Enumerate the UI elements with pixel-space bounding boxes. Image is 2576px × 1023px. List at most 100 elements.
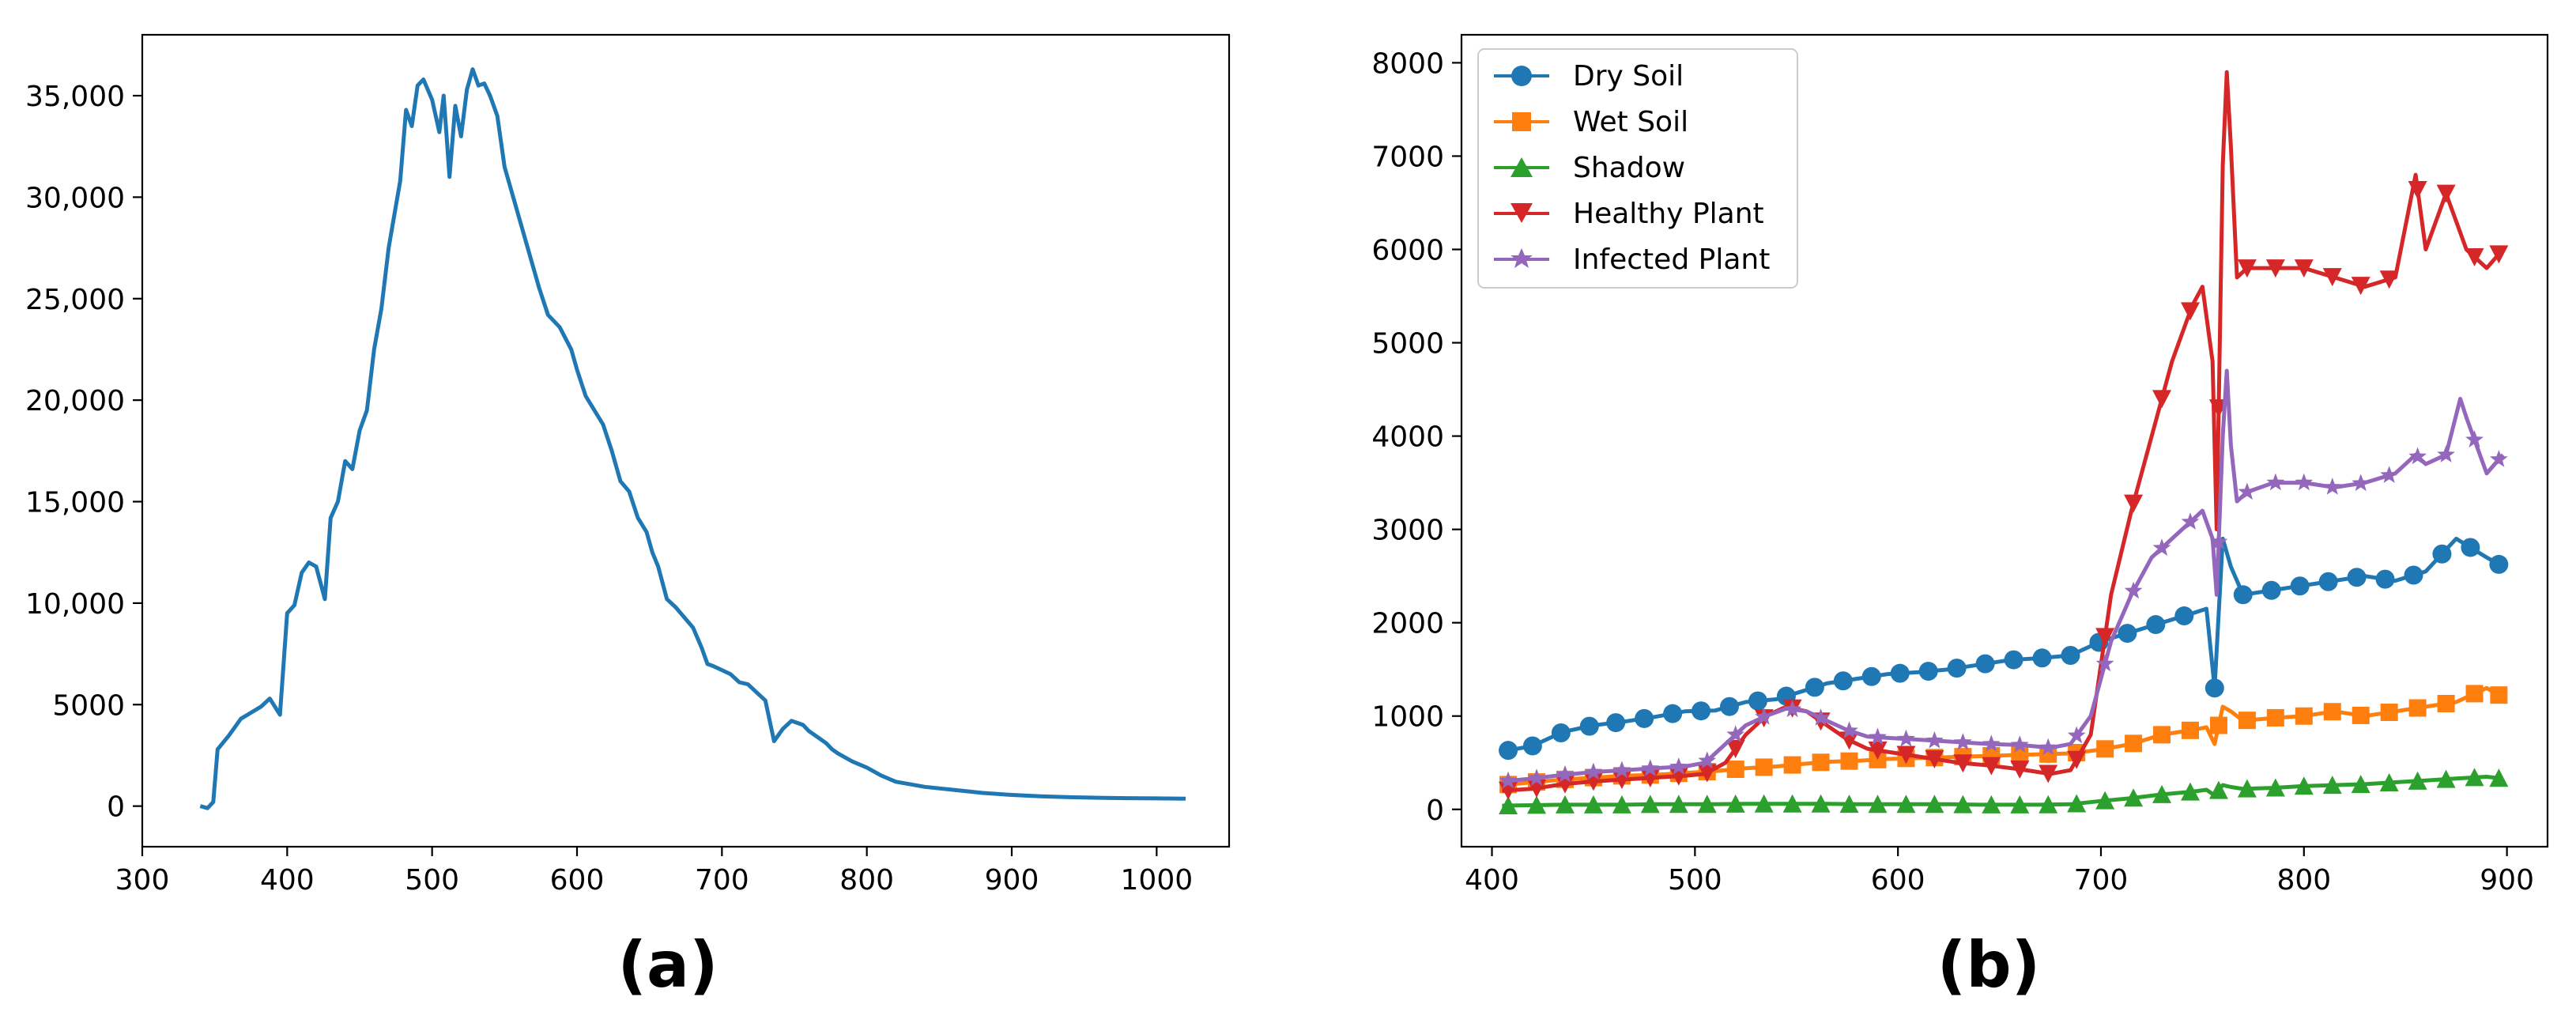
chart-b-point-healthy-plant — [1953, 754, 1973, 773]
chart-b-point-wet-soil — [2465, 685, 2484, 703]
chart-b-point-infected-plant — [1925, 730, 1944, 749]
chart-b-point-dry-soil — [1890, 663, 1910, 683]
chart-b-point-infected-plant — [1982, 734, 2001, 752]
chart-b-point-dry-soil — [1606, 713, 1626, 733]
legend-marker-infected-plant — [1511, 248, 1533, 268]
chart-b-point-healthy-plant — [1925, 750, 1944, 769]
chart-b-point-infected-plant — [1897, 729, 1915, 747]
chart-b-ytick-label: 5000 — [1371, 328, 1444, 361]
chart-b-point-dry-soil — [1522, 736, 1542, 756]
chart-b-point-dry-soil — [2375, 569, 2395, 589]
chart-b-point-shadow — [1669, 795, 1688, 813]
chart-b-point-dry-soil — [1692, 701, 1711, 721]
chart-a-xtick-label: 300 — [115, 864, 170, 897]
chart-b-point-dry-soil — [2404, 565, 2423, 585]
chart-b-point-dry-soil — [1499, 741, 1518, 761]
chart-b-point-shadow — [1726, 794, 1745, 813]
chart-b-point-infected-plant — [2095, 654, 2114, 672]
chart-b-point-shadow — [1527, 795, 1547, 814]
chart-b-point-dry-soil — [2318, 572, 2338, 591]
chart-a-ytick-label: 30,000 — [25, 182, 125, 214]
chart-b-point-infected-plant — [1612, 761, 1631, 779]
legend-marker-dry-soil — [1511, 66, 1532, 86]
chart-b-point-shadow — [1839, 795, 1859, 813]
chart-b-point-healthy-plant — [2039, 764, 2058, 783]
chart-b-point-dry-soil — [2290, 576, 2310, 596]
chart-b-point-wet-soil — [2408, 699, 2427, 717]
chart-b-point-infected-plant — [1584, 762, 1603, 780]
legend-item-dry-soil: Dry Soil — [1494, 60, 1684, 92]
chart-b-point-shadow — [2322, 776, 2342, 795]
chart-b-point-dry-soil — [1861, 666, 1881, 686]
chart-b-point-dry-soil — [1833, 671, 1853, 691]
chart-b-point-healthy-plant — [1896, 746, 1916, 764]
chart-b-point-shadow — [1583, 795, 1603, 813]
legend-item-wet-soil: Wet Soil — [1494, 106, 1688, 138]
chart-b-point-wet-soil — [2437, 694, 2455, 712]
chart-b-point-healthy-plant — [1697, 764, 1717, 783]
legend-label-wet-soil: Wet Soil — [1573, 106, 1688, 138]
chart-b-point-healthy-plant — [2465, 247, 2484, 266]
chart-b-point-shadow — [2294, 776, 2314, 795]
chart-b-point-wet-soil — [2266, 708, 2284, 727]
chart-b-point-dry-soil — [2174, 606, 2194, 626]
chart-b-ytick-label: 7000 — [1371, 141, 1444, 173]
chart-a-xtick-label: 600 — [550, 864, 605, 897]
chart-b-point-infected-plant — [2266, 473, 2285, 491]
chart-b-ytick-label: 6000 — [1371, 235, 1444, 267]
chart-b-point-dry-soil — [1975, 654, 1995, 674]
chart-b-frame — [1460, 33, 2549, 848]
chart-a: 300 400 500 600 700 800 900 1000 0 5000 10,000 15,0… — [25, 33, 1231, 1002]
chart-b-point-shadow — [2180, 782, 2200, 801]
chart-b-point-wet-soil — [1783, 756, 1801, 774]
chart-b-point-healthy-plant — [2294, 259, 2314, 278]
chart-a-ytick-label: 20,000 — [25, 385, 125, 417]
chart-b-point-dry-soil — [1551, 723, 1571, 742]
chart-b-point-shadow — [1754, 794, 1774, 813]
chart-b-point-shadow — [1925, 795, 1944, 813]
legend-marker-healthy-plant — [1511, 203, 1533, 223]
chart-b-point-shadow — [1640, 795, 1660, 813]
chart-a-axes: 300 400 500 600 700 800 900 1000 0 5000 10,000 15,0… — [25, 81, 1193, 897]
chart-a-ytick-label: 35,000 — [25, 81, 125, 113]
legend-item-infected-plant: Infected Plant — [1494, 243, 1770, 276]
legend-item-shadow: Shadow — [1494, 152, 1685, 184]
chart-b-point-wet-soil — [1812, 753, 1830, 772]
chart-b-point-healthy-plant — [2237, 259, 2257, 278]
chart-b-ytick-label: 8000 — [1371, 47, 1444, 80]
chart-b-xtick-label: 800 — [2276, 864, 2331, 897]
chart-b-point-shadow — [2265, 778, 2285, 797]
chart-a-series — [199, 67, 1186, 810]
chart-b-point-healthy-plant — [2489, 245, 2509, 264]
chart-b-point-infected-plant — [2408, 447, 2427, 465]
chart-b-point-dry-soil — [2261, 580, 2281, 600]
chart-b-point-healthy-plant — [1868, 742, 1888, 761]
chart-b-point-dry-soil — [2146, 615, 2166, 635]
chart-b-point-wet-soil — [2380, 704, 2398, 722]
chart-b-point-shadow — [1896, 795, 1916, 813]
chart-b-point-dry-soil — [2004, 650, 2023, 670]
chart-b-xtick-label: 400 — [1465, 864, 1519, 897]
chart-b-point-healthy-plant — [2408, 180, 2427, 199]
chart-b-point-wet-soil — [2209, 716, 2227, 734]
chart-b-xtick-label: 600 — [1871, 864, 1925, 897]
chart-b-point-healthy-plant — [2067, 750, 2087, 769]
chart-b-point-infected-plant — [2295, 473, 2314, 491]
chart-b-point-dry-soil — [1635, 708, 1654, 728]
chart-b-point-wet-soil — [2096, 740, 2114, 758]
chart-b-point-dry-soil — [2347, 568, 2367, 587]
chart-b-ytick-label: 0 — [1426, 795, 1444, 827]
chart-b-legend: Dry Soil Wet Soil Shadow Healthy Plant I — [1477, 48, 1798, 289]
chart-b-point-wet-soil — [2125, 734, 2143, 753]
chart-a-ytick-label: 15,000 — [25, 487, 125, 519]
chart-b-point-infected-plant — [2238, 482, 2257, 500]
chart-b-point-wet-soil — [2181, 721, 2199, 739]
chart-b-point-healthy-plant — [2010, 761, 2030, 780]
chart-b-series — [1499, 70, 2509, 814]
chart-b: 400 500 600 700 800 900 0 1000 2000 3000 4000 5000 6… — [1371, 33, 2549, 1002]
chart-b-point-wet-soil — [2238, 712, 2256, 730]
chart-b-point-infected-plant — [1755, 707, 1774, 725]
chart-b-axes: 400 500 600 700 800 900 0 1000 2000 3000 4000 5000 6… — [1371, 47, 2534, 897]
chart-b-point-wet-soil — [2352, 706, 2370, 724]
